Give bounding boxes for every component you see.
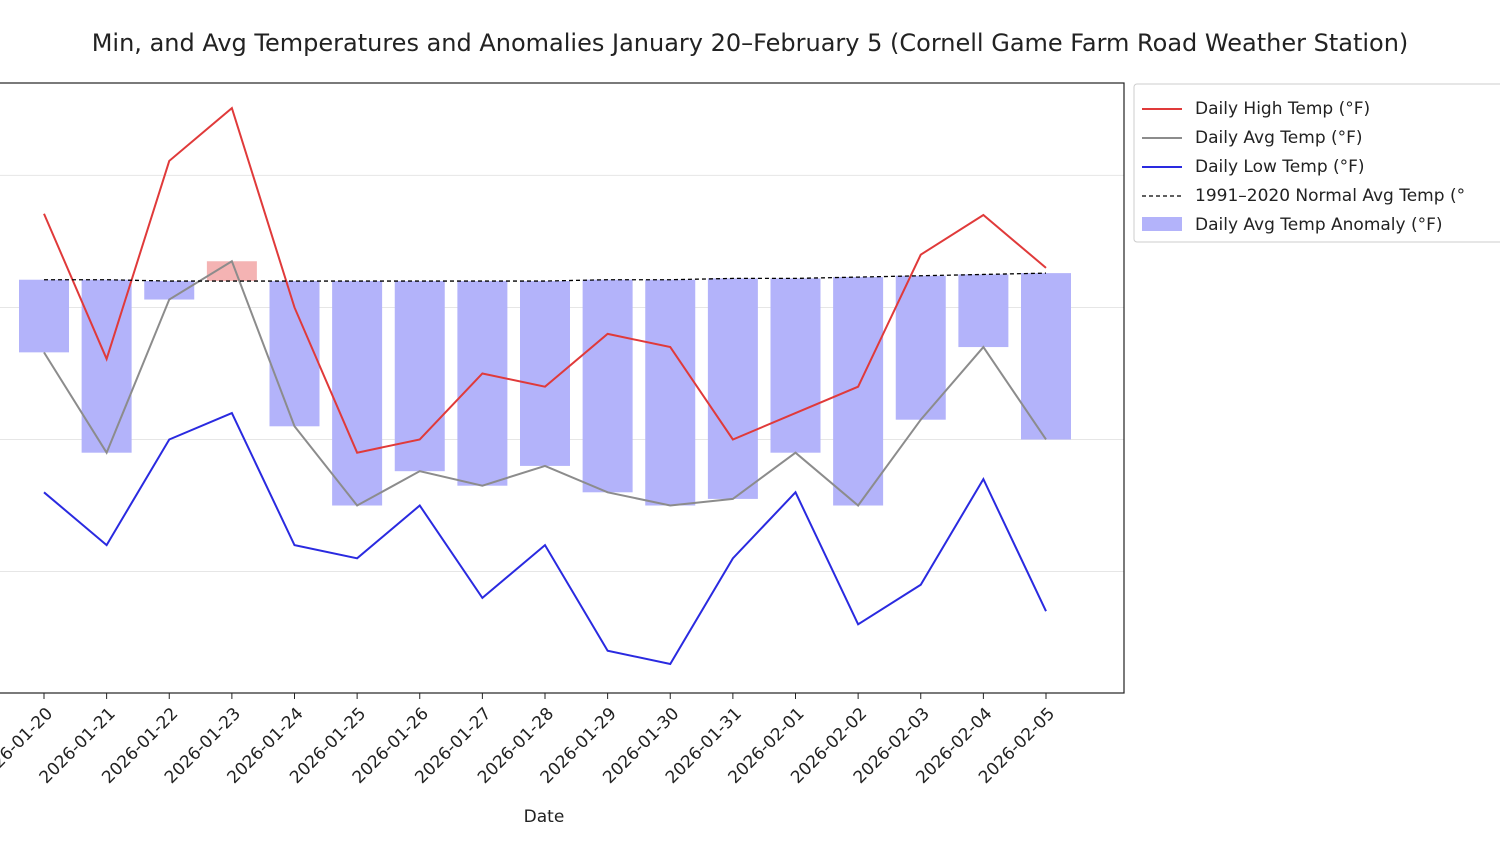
anomaly-bar: [833, 277, 884, 506]
series-line: [44, 272, 1047, 282]
legend-swatch: [1142, 217, 1182, 231]
anomaly-bar: [582, 279, 633, 493]
anomaly-bar: [770, 278, 821, 453]
anomaly-bar: [958, 274, 1009, 348]
series-line: [43, 411, 1047, 666]
series-line: [43, 259, 1047, 507]
legend-box: [1133, 83, 1500, 243]
anomaly-bar: [895, 275, 946, 420]
x-axis-label: Date: [524, 807, 565, 827]
anomaly-bar: [707, 278, 758, 499]
anomaly-bar: [269, 281, 320, 427]
anomaly-bar: [19, 279, 69, 353]
anomaly-bar: [457, 281, 508, 486]
legend-label: Daily Avg Temp Anomaly (°F): [1195, 215, 1443, 235]
legend-label: 1991–2020 Normal Avg Temp (°: [1195, 186, 1465, 206]
legend-label: Daily Avg Temp (°F): [1195, 128, 1363, 148]
series-line: [43, 106, 1047, 454]
chart-title: Min, and Avg Temperatures and Anomalies …: [92, 29, 1409, 57]
plot-frame: [0, 82, 1125, 694]
anomaly-bar: [1021, 273, 1071, 440]
anomaly-bar: [144, 281, 195, 300]
legend-label: Daily High Temp (°F): [1195, 99, 1370, 119]
anomaly-bar: [520, 281, 570, 466]
anomaly-bar: [645, 279, 696, 506]
anomaly-bar: [206, 261, 257, 282]
anomaly-bar: [332, 281, 383, 506]
legend-label: Daily Low Temp (°F): [1195, 157, 1365, 177]
